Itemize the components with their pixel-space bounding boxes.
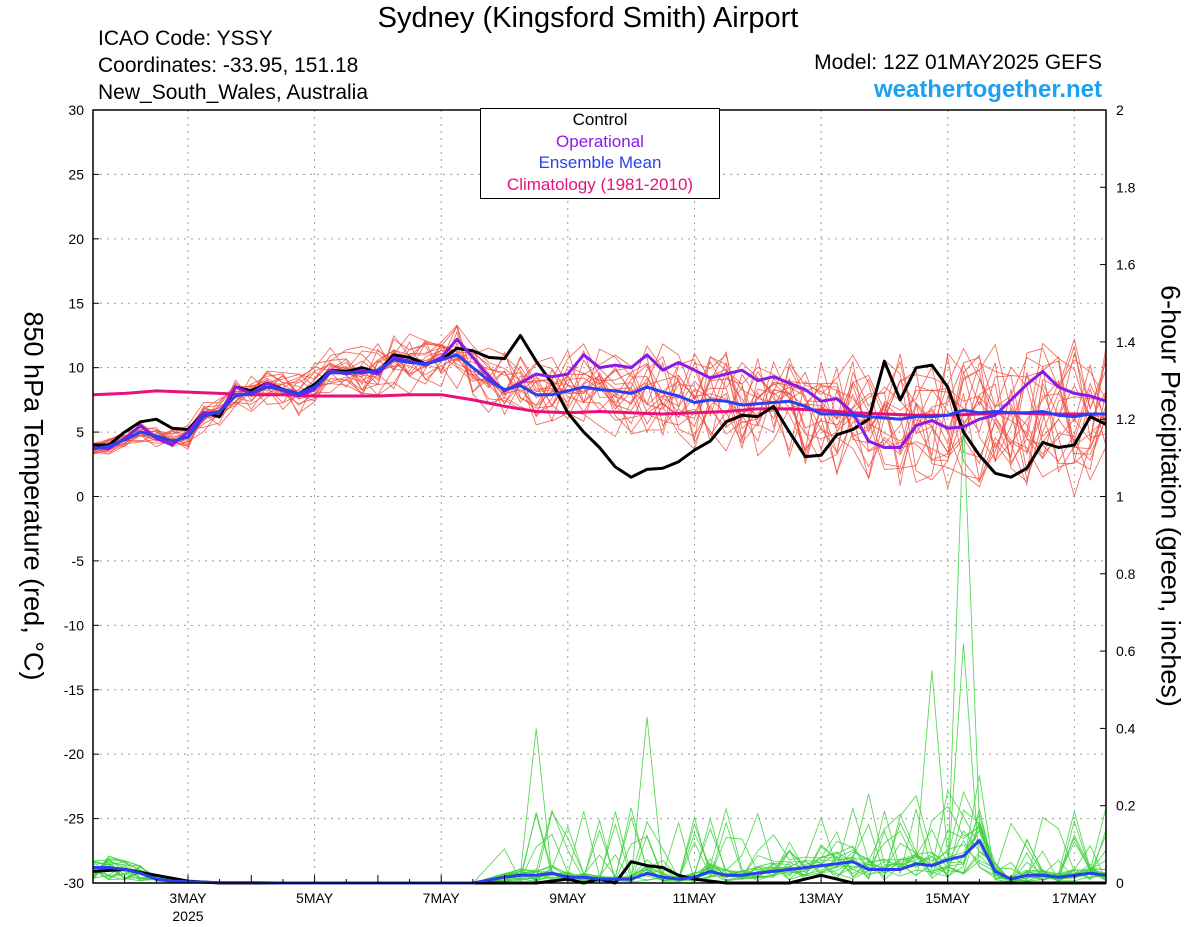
y2-tick-label: 1.4 [1116, 334, 1136, 350]
x-tick-label: 11MAY [673, 890, 717, 906]
y2-tick-label: 1 [1116, 489, 1124, 505]
ensemble-temp-line [92, 338, 1107, 483]
x-tick-label: 13MAY [799, 890, 845, 906]
y-tick-label: 10 [68, 360, 84, 376]
y2-tick-label: 0.6 [1116, 643, 1136, 659]
control-temperature-line [93, 334, 1107, 479]
x-tick-label: 3MAY [169, 890, 207, 906]
site-name[interactable]: weathertogether.net [873, 76, 1102, 103]
x-year-label: 2025 [172, 908, 203, 924]
y-tick-label: -30 [64, 875, 84, 891]
y-tick-label: 0 [76, 489, 84, 505]
ensemble-precip-line [92, 728, 1107, 884]
y-tick-label: -5 [72, 553, 85, 569]
y-tick-label: 5 [76, 424, 84, 440]
chart-legend: Control Operational Ensemble Mean Climat… [480, 108, 720, 199]
operational-temperature-line [92, 337, 1107, 451]
y-tick-label: 15 [68, 295, 84, 311]
ensemble-mean-temperature-line [92, 353, 1106, 451]
y2-tick-label: 0.2 [1116, 798, 1136, 814]
y2-tick-label: 1.2 [1116, 411, 1136, 427]
ensemble-temp-line [92, 345, 1107, 459]
x-tick-label: 15MAY [925, 890, 971, 906]
ensemble-temp-line [92, 341, 1107, 479]
y-tick-label: 30 [68, 102, 84, 118]
axis-ticks: 302520151050-5-10-15-20-25-3021.81.61.41… [64, 102, 1136, 924]
region: New_South_Wales, Australia [98, 81, 369, 104]
y2-tick-label: 0.4 [1116, 720, 1136, 736]
y-tick-label: -20 [64, 746, 84, 762]
y-tick-label: 25 [68, 166, 84, 182]
ensemble-temp-line [92, 325, 1107, 483]
model-run: Model: 12Z 01MAY2025 GEFS [814, 51, 1102, 74]
grid-lines [93, 110, 1106, 883]
y2-tick-label: 0 [1116, 875, 1124, 891]
y-tick-label: -10 [64, 617, 84, 633]
y-tick-label: -25 [64, 811, 84, 827]
y-tick-label: -15 [64, 682, 84, 698]
x-tick-label: 7MAY [423, 890, 461, 906]
ensemble-temp-line [92, 324, 1107, 474]
ensemble-precip-line [92, 419, 1107, 884]
ensemble-temp-line [92, 324, 1107, 482]
legend-operational: Operational [556, 131, 644, 151]
ensemble-precipitation-members [92, 419, 1107, 884]
x-tick-label: 17MAY [1052, 890, 1098, 906]
y2-tick-label: 2 [1116, 102, 1124, 118]
x-tick-label: 9MAY [549, 890, 587, 906]
y2-tick-label: 1.8 [1116, 179, 1136, 195]
y2-tick-label: 1.6 [1116, 257, 1136, 273]
ensemble-temp-line [92, 348, 1107, 490]
x-tick-label: 5MAY [296, 890, 334, 906]
y-tick-label: 20 [68, 231, 84, 247]
legend-climatology: Climatology (1981-2010) [506, 174, 694, 194]
legend-control: Control [572, 110, 628, 129]
legend-ensemble-mean: Ensemble Mean [538, 153, 662, 172]
chart-title: Sydney (Kingsford Smith) Airport [377, 2, 799, 34]
y2-tick-label: 0.8 [1116, 566, 1136, 582]
icao-code: ICAO Code: YSSY [98, 27, 273, 50]
coordinates: Coordinates: -33.95, 151.18 [98, 54, 359, 77]
